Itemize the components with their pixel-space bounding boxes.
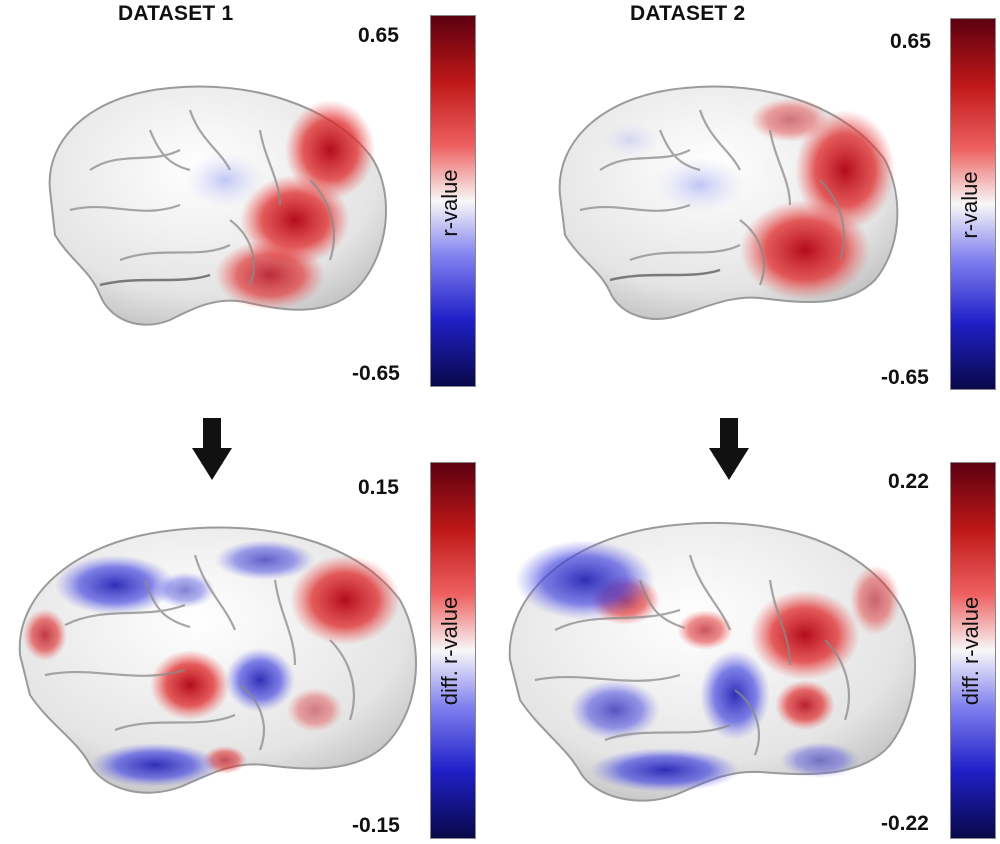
colorbar-axis-label: r-value: [437, 169, 462, 237]
colorbar-r-value-2: [950, 18, 996, 390]
colorbar-diff-r-value-2: [950, 462, 996, 839]
colorbar-diff-r-value-1: [430, 462, 476, 839]
brain-dataset-2: [558, 85, 899, 320]
colorbar-max-label: 0.15: [358, 476, 399, 499]
colorbar-min-label: -0.15: [352, 814, 400, 837]
colorbar-axis-label: r-value: [957, 171, 982, 239]
panel-title-dataset-2: DATASET 2: [630, 2, 746, 25]
colorbar-axis-label: diff. r-value: [958, 596, 983, 706]
brain-diff-dataset-1: [18, 526, 417, 794]
colorbar-max-label: 0.22: [888, 470, 929, 493]
colorbar-min-label: -0.22: [881, 812, 929, 835]
colorbar-max-label: 0.65: [890, 30, 931, 53]
colorbar-min-label: -0.65: [352, 362, 400, 385]
colorbar-min-label: -0.65: [881, 366, 929, 389]
colorbar-max-label: 0.65: [358, 24, 399, 47]
brain-dataset-1: [48, 85, 387, 326]
down-arrow-icon: [709, 418, 749, 480]
panel-title-dataset-1: DATASET 1: [118, 2, 234, 25]
down-arrow-icon: [192, 418, 232, 480]
colorbar-r-value-1: [430, 15, 476, 387]
brain-diff-dataset-2: [508, 521, 916, 802]
colorbar-axis-label: diff. r-value: [437, 596, 462, 706]
